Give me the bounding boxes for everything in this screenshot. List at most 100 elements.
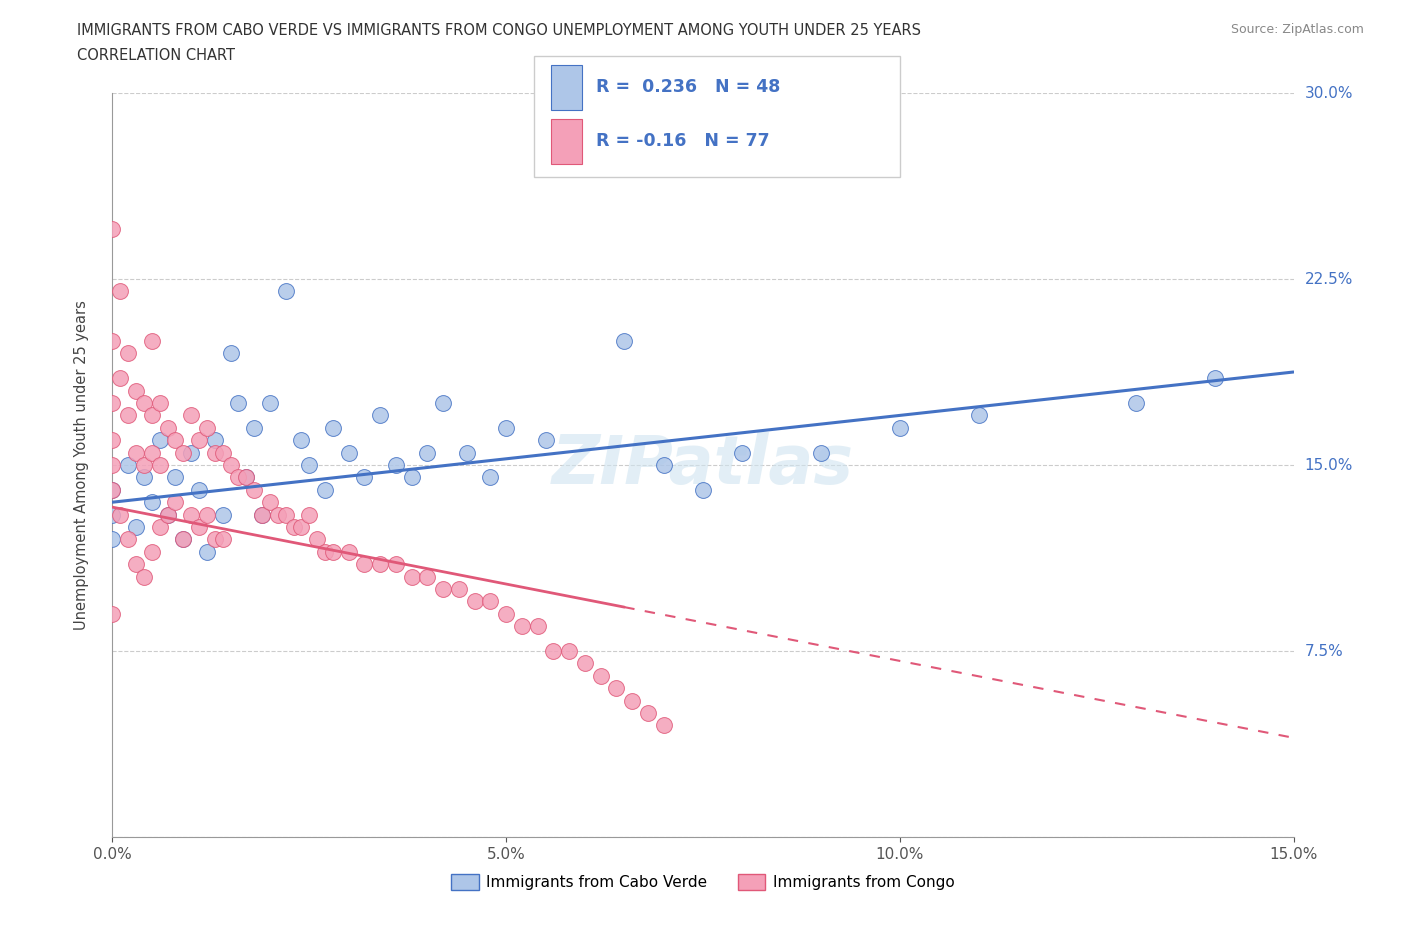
- Point: [526, 618, 548, 633]
- Point: [219, 346, 242, 361]
- Point: [810, 445, 832, 460]
- Point: [692, 483, 714, 498]
- Point: [125, 557, 148, 572]
- Point: [180, 507, 202, 522]
- Point: [110, 284, 132, 299]
- Point: [211, 532, 233, 547]
- Legend: Immigrants from Cabo Verde, Immigrants from Congo: Immigrants from Cabo Verde, Immigrants f…: [446, 868, 960, 897]
- Point: [204, 432, 226, 447]
- Point: [101, 432, 124, 447]
- Point: [101, 483, 124, 498]
- Point: [385, 557, 408, 572]
- Point: [211, 445, 233, 460]
- Point: [195, 420, 218, 435]
- Point: [479, 594, 502, 609]
- Point: [195, 507, 218, 522]
- Point: [479, 470, 502, 485]
- Point: [132, 395, 155, 410]
- Point: [101, 222, 124, 237]
- Point: [250, 507, 273, 522]
- Point: [652, 458, 675, 472]
- Point: [543, 644, 565, 658]
- Point: [165, 432, 187, 447]
- Point: [259, 395, 281, 410]
- Point: [274, 284, 297, 299]
- Point: [353, 557, 375, 572]
- Point: [314, 483, 336, 498]
- Point: [125, 520, 148, 535]
- Point: [195, 544, 218, 559]
- Point: [188, 432, 211, 447]
- Point: [101, 606, 124, 621]
- Point: [156, 507, 179, 522]
- Point: [101, 532, 124, 547]
- Point: [110, 371, 132, 386]
- Point: [298, 458, 321, 472]
- Point: [156, 420, 179, 435]
- Point: [132, 470, 155, 485]
- Point: [290, 432, 312, 447]
- Point: [637, 706, 659, 721]
- Point: [125, 445, 148, 460]
- Point: [314, 544, 336, 559]
- Point: [574, 135, 596, 150]
- Text: CORRELATION CHART: CORRELATION CHART: [77, 48, 235, 63]
- Point: [149, 432, 172, 447]
- Point: [589, 669, 612, 684]
- Point: [416, 569, 439, 584]
- Point: [495, 420, 517, 435]
- Text: R =  0.236   N = 48: R = 0.236 N = 48: [596, 78, 780, 97]
- Point: [259, 495, 281, 510]
- Point: [385, 458, 408, 472]
- Point: [621, 693, 644, 708]
- Point: [337, 544, 360, 559]
- Point: [211, 507, 233, 522]
- Point: [401, 569, 423, 584]
- Point: [353, 470, 375, 485]
- Y-axis label: Unemployment Among Youth under 25 years: Unemployment Among Youth under 25 years: [75, 300, 89, 630]
- Point: [172, 532, 194, 547]
- Text: 30.0%: 30.0%: [1305, 86, 1353, 100]
- Point: [117, 346, 139, 361]
- Point: [558, 644, 581, 658]
- Point: [235, 470, 257, 485]
- Point: [172, 445, 194, 460]
- Point: [416, 445, 439, 460]
- Text: R = -0.16   N = 77: R = -0.16 N = 77: [596, 132, 769, 151]
- Point: [307, 532, 329, 547]
- Point: [731, 445, 754, 460]
- Point: [250, 507, 273, 522]
- Point: [574, 656, 596, 671]
- Point: [101, 395, 124, 410]
- Point: [101, 483, 124, 498]
- Point: [188, 483, 211, 498]
- Point: [274, 507, 297, 522]
- Point: [534, 432, 557, 447]
- Point: [322, 420, 344, 435]
- Text: 15.0%: 15.0%: [1305, 458, 1353, 472]
- Point: [132, 458, 155, 472]
- Point: [368, 557, 391, 572]
- Point: [432, 581, 454, 596]
- Point: [149, 458, 172, 472]
- Point: [188, 520, 211, 535]
- Text: 7.5%: 7.5%: [1305, 644, 1343, 658]
- Point: [141, 408, 163, 423]
- Point: [652, 718, 675, 733]
- Point: [156, 507, 179, 522]
- Text: ZIPatlas: ZIPatlas: [553, 432, 853, 498]
- Point: [132, 569, 155, 584]
- Point: [141, 334, 163, 349]
- Point: [322, 544, 344, 559]
- Point: [180, 408, 202, 423]
- Point: [165, 470, 187, 485]
- Point: [117, 408, 139, 423]
- Point: [243, 420, 266, 435]
- Point: [172, 532, 194, 547]
- Point: [101, 458, 124, 472]
- Point: [117, 532, 139, 547]
- Point: [368, 408, 391, 423]
- Text: 22.5%: 22.5%: [1305, 272, 1353, 286]
- Point: [495, 606, 517, 621]
- Point: [464, 594, 486, 609]
